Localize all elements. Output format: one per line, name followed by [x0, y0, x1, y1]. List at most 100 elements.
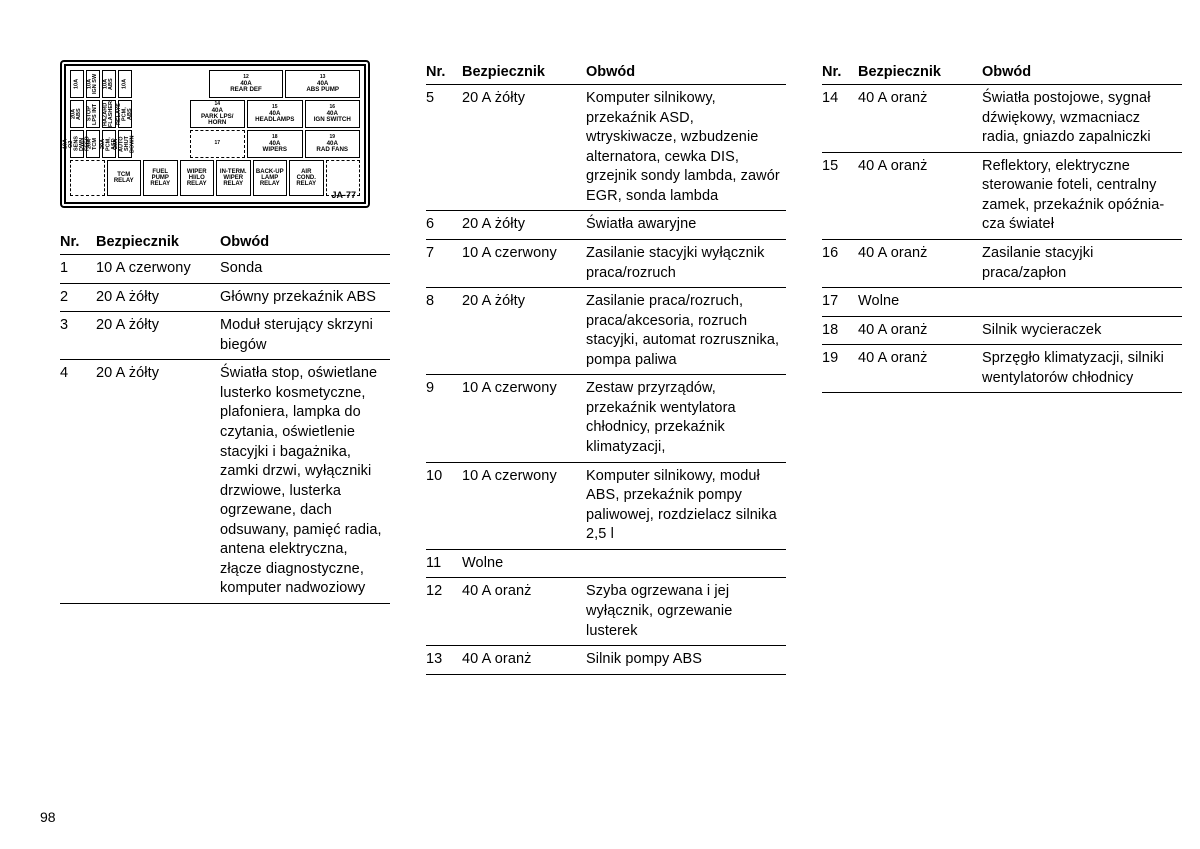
cell-obw: Reflektory, elektrycz­ne sterowanie fote…: [982, 152, 1182, 239]
cell-bez: 40 A oranż: [462, 646, 586, 675]
fuse-mini: 10AO2 SENS DWN FEED: [70, 130, 84, 158]
cell-nr: 9: [426, 375, 462, 462]
cell-nr: 5: [426, 85, 462, 211]
th-nr: Nr.: [60, 230, 96, 255]
table-row: 1940 A oranżSprzęgło klimatyza­cji, siln…: [822, 345, 1182, 393]
diagram-row: 10AO2 SENS DWN FEED20ATCM20APCM, ASD20AA…: [70, 130, 360, 158]
diagram-row: TCMRELAYFUEL PUMPRELAYWIPER HI/LORELAYIN…: [70, 160, 360, 196]
column-2: Nr. Bezpiecznik Obwód 520 A żółtyKompute…: [426, 60, 786, 675]
cell-obw: Komputer silnikowy, przekaźnik ASD, wtry…: [586, 85, 786, 211]
content-columns: 10A10AIGN SW10AABS10A1240AREAR DEF1340AA…: [60, 60, 1160, 675]
cell-obw: Światła postojowe, sygnał dźwiękowy, wzm…: [982, 85, 1182, 153]
cell-bez: 40 A oranż: [462, 578, 586, 646]
cell-nr: 19: [822, 345, 858, 393]
cell-bez: Wolne: [462, 549, 586, 578]
cell-obw: Zasilanie stacyjki praca/zapłon: [982, 239, 1182, 287]
cell-bez: 40 A oranż: [858, 316, 982, 345]
fuse-mini: STOP LPS INT: [86, 100, 100, 128]
cell-obw: Silnik pompy ABS: [586, 646, 786, 675]
fuse-mini: HAZARD FLASHER: [102, 100, 116, 128]
page-number: 98: [40, 809, 56, 825]
cell-nr: 7: [426, 239, 462, 287]
cell-bez: 20 A żółty: [462, 288, 586, 375]
cell-nr: 14: [822, 85, 858, 153]
cell-bez: 20 A żółty: [96, 283, 220, 312]
cell-obw: Silnik wycieraczek: [982, 316, 1182, 345]
fuse-mini: 10AIGN SW: [86, 70, 100, 98]
cell-nr: 16: [822, 239, 858, 287]
fuse-cell: 17: [190, 130, 246, 158]
table-row: 1540 A oranżReflektory, elektrycz­ne ste…: [822, 152, 1182, 239]
cell-obw: Zasilanie praca/roz­ruch, praca/akceso­r…: [586, 288, 786, 375]
cell-bez: 20 A żółty: [96, 312, 220, 360]
cell-nr: 6: [426, 211, 462, 240]
cell-bez: Wolne: [858, 288, 982, 317]
cell-nr: 17: [822, 288, 858, 317]
table-row: 620 A żółtyŚwiatła awaryjne: [426, 211, 786, 240]
fuse-mini: 20AABS: [70, 100, 84, 128]
fusebox-diagram: 10A10AIGN SW10AABS10A1240AREAR DEF1340AA…: [60, 60, 370, 208]
cell-obw: Moduł sterujący skrzyni biegów: [220, 312, 390, 360]
relay-cell: FUEL PUMPRELAY: [143, 160, 178, 196]
cell-bez: 40 A oranż: [858, 239, 982, 287]
th-obw: Obwód: [586, 60, 786, 85]
fuse-cell: 1540AHEADLAMPS: [247, 100, 303, 128]
cell-nr: 8: [426, 288, 462, 375]
fuse-table-1: Nr. Bezpiecznik Obwód 110 A czer­wonySon…: [60, 230, 390, 604]
relay-cell: IN-TERM. WIPERRELAY: [216, 160, 251, 196]
cell-nr: 13: [426, 646, 462, 675]
table-row: 1010 A czer­wonyKomputer silnikowy, modu…: [426, 462, 786, 549]
th-bez: Bezpiecznik: [462, 60, 586, 85]
relay-cell: WIPER HI/LORELAY: [180, 160, 215, 196]
table-row: 1440 A oranżŚwiatła postojowe, sygnał dź…: [822, 85, 1182, 153]
fuse-mini: 20AAUTO SHUT DOWN: [118, 130, 132, 158]
cell-obw: Sprzęgło klimatyza­cji, silniki wentylat…: [982, 345, 1182, 393]
th-obw: Obwód: [982, 60, 1182, 85]
th-nr: Nr.: [426, 60, 462, 85]
diagram-row: 10A10AIGN SW10AABS10A1240AREAR DEF1340AA…: [70, 70, 360, 98]
fuse-cell: 1340AABS PUMP: [285, 70, 360, 98]
cell-obw: Komputer silnikowy, moduł ABS, przekaź­n…: [586, 462, 786, 549]
cell-nr: 2: [60, 283, 96, 312]
cell-obw: Zestaw przyrządów, przekaźnik wentyla­to…: [586, 375, 786, 462]
table-row: 17Wolne: [822, 288, 1182, 317]
fuse-cell: 1940ARAD FANS: [305, 130, 361, 158]
cell-obw: [586, 549, 786, 578]
table-row: 1240 A oranżSzyba ogrzewana i jej wyłącz…: [426, 578, 786, 646]
fuse-mini: 20ATCM: [86, 130, 100, 158]
fuse-mini: 10A: [70, 70, 84, 98]
fuse-cell: 1240AREAR DEF: [209, 70, 284, 98]
cell-nr: 3: [60, 312, 96, 360]
diagram-id: JA-77: [331, 191, 356, 200]
table-row: 220 A żółtyGłówny przekaźnik ABS: [60, 283, 390, 312]
table-row: 820 A żółtyZasilanie praca/roz­ruch, pra…: [426, 288, 786, 375]
fuse-cell: 1640AIGN SWITCH: [305, 100, 361, 128]
cell-bez: 40 A oranż: [858, 152, 982, 239]
cell-obw: Główny przekaźnik ABS: [220, 283, 390, 312]
cell-obw: Zasilanie stacyjki wy­łącznik praca/rozr…: [586, 239, 786, 287]
cell-bez: 10 A czer­wony: [462, 239, 586, 287]
relay-cell: AIR COND.RELAY: [289, 160, 324, 196]
cell-bez: 10 A czer­wony: [96, 255, 220, 284]
fuse-table-3: Nr. Bezpiecznik Obwód 1440 A oranżŚwiatł…: [822, 60, 1182, 393]
table-row: 1840 A oranżSilnik wycieraczek: [822, 316, 1182, 345]
cell-nr: 15: [822, 152, 858, 239]
fuse-cell: 1840AWIPERS: [247, 130, 303, 158]
cell-obw: Światła stop, oświet­lane lusterko kosme…: [220, 360, 390, 604]
column-1: 10A10AIGN SW10AABS10A1240AREAR DEF1340AA…: [60, 60, 390, 675]
cell-obw: [982, 288, 1182, 317]
cell-nr: 1: [60, 255, 96, 284]
cell-nr: 10: [426, 462, 462, 549]
table-row: 710 A czer­wonyZasilanie stacyjki wy­łąc…: [426, 239, 786, 287]
cell-nr: 18: [822, 316, 858, 345]
cell-bez: 20 A żółty: [462, 85, 586, 211]
table-row: 1340 A oranżSilnik pompy ABS: [426, 646, 786, 675]
relay-cell: TCMRELAY: [107, 160, 142, 196]
th-obw: Obwód: [220, 230, 390, 255]
cell-bez: 10 A czer­wony: [462, 462, 586, 549]
diagram-row: 20AABSSTOP LPS INTHAZARD FLASHERRELAYS P…: [70, 100, 360, 128]
th-nr: Nr.: [822, 60, 858, 85]
th-bez: Bezpiecznik: [858, 60, 982, 85]
cell-nr: 4: [60, 360, 96, 604]
fuse-mini: 10A: [118, 70, 132, 98]
